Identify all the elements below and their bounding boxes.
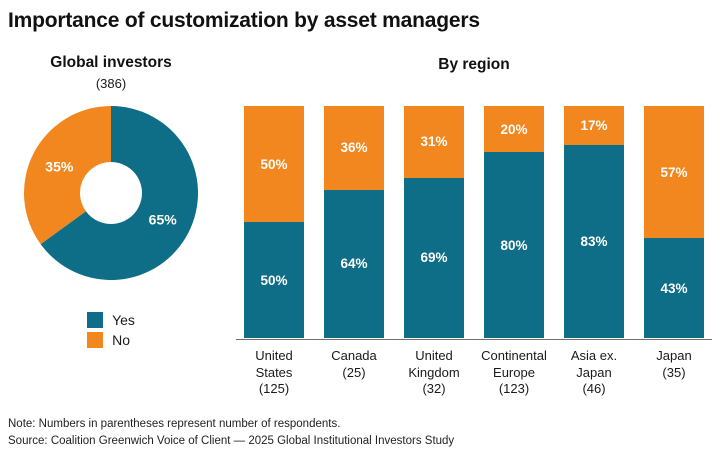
bar-column: 20% 80% Continental Europe (123)	[476, 106, 552, 398]
category-label: Canada (25)	[331, 348, 377, 380]
bar-segment-no: 20%	[484, 106, 544, 153]
bar-segment-yes: 43%	[644, 238, 704, 338]
bar-segment-no: 36%	[324, 106, 384, 190]
donut-title: Global investors	[50, 54, 172, 71]
stacked-bar: 20% 80%	[484, 106, 544, 338]
stacked-bar: 50% 50%	[244, 106, 304, 338]
category-label: Asia ex. Japan (46)	[570, 348, 618, 397]
bar-segment-yes: 69%	[404, 177, 464, 338]
page-title: Importance of customization by asset man…	[8, 9, 480, 32]
legend-item-yes: Yes	[87, 312, 135, 328]
bar-column: 36% 64% Canada (25)	[316, 106, 392, 398]
bar-segment-yes: 83%	[564, 145, 624, 338]
note-line: Note: Numbers in parentheses represent n…	[8, 417, 341, 430]
bar-column: 31% 69% United Kingdom (32)	[396, 106, 472, 398]
stacked-bar: 36% 64%	[324, 106, 384, 338]
stacked-bar: 17% 83%	[564, 106, 624, 338]
donut-value-label-yes: 65%	[149, 211, 178, 227]
legend: Yes No	[87, 308, 135, 352]
global-investors-panel: Global investors (386) 65% 35% Yes No	[8, 54, 214, 353]
bar-column: 50% 50% United States (125)	[236, 106, 312, 398]
stacked-bar: 57% 43%	[644, 106, 704, 338]
bar-column: 57% 43% Japan (35)	[636, 106, 712, 398]
category-label: Japan (35)	[656, 348, 692, 380]
legend-item-no: No	[87, 332, 135, 348]
bars-title: By region	[438, 56, 510, 73]
stacked-bar: 31% 69%	[404, 106, 464, 338]
donut-slice-no	[24, 106, 111, 245]
bar-segment-yes: 64%	[324, 189, 384, 338]
donut-chart: 65% 35%	[24, 106, 199, 280]
bar-segment-no: 17%	[564, 106, 624, 146]
footnotes: Note: Numbers in parentheses represent n…	[8, 416, 454, 451]
bar-segment-no: 57%	[644, 106, 704, 239]
category-label: United States (125)	[255, 348, 293, 397]
category-label: Continental Europe (123)	[481, 348, 547, 397]
bar-segment-yes: 80%	[484, 152, 544, 338]
donut-slice-yes	[40, 106, 199, 280]
donut-respondents-count: (386)	[95, 76, 127, 91]
legend-label-no: No	[112, 332, 130, 348]
legend-label-yes: Yes	[112, 312, 135, 328]
by-region-panel: By region 50% 50% United States (125) 36% 64…	[236, 56, 712, 408]
donut-value-label-no: 35%	[45, 159, 74, 175]
legend-swatch-yes	[87, 312, 104, 328]
bar-columns: 50% 50% United States (125) 36% 64% Canada (2…	[236, 106, 712, 398]
bar-segment-no: 31%	[404, 106, 464, 178]
bar-column: 17% 83% Asia ex. Japan (46)	[556, 106, 632, 398]
category-label: United Kingdom (32)	[408, 348, 460, 397]
bar-segment-no: 50%	[244, 106, 304, 222]
source-line: Source: Coalition Greenwich Voice of Cli…	[8, 434, 455, 447]
bar-segment-yes: 50%	[244, 222, 304, 338]
x-axis-line	[236, 339, 712, 340]
legend-swatch-no	[87, 332, 104, 348]
